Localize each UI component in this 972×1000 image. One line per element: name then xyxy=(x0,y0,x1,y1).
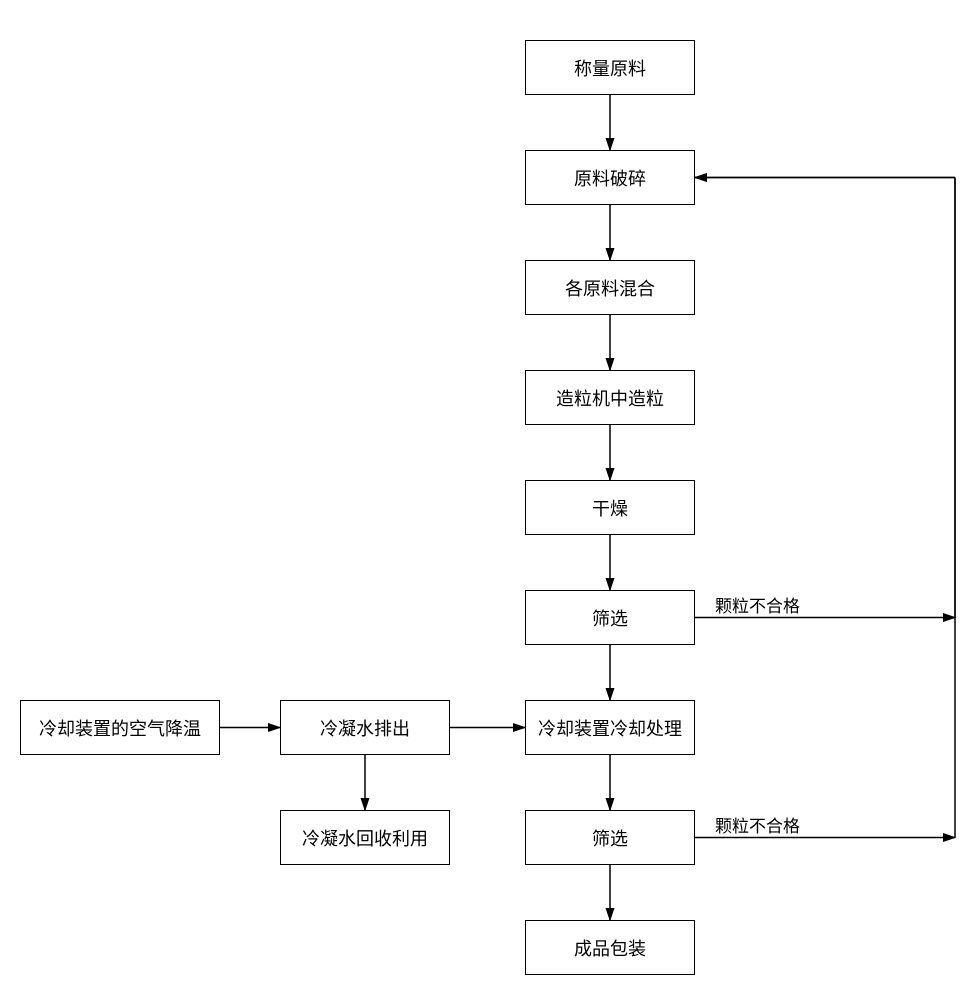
flow-node-n3: 各原料混合 xyxy=(525,260,695,315)
node-label: 称量原料 xyxy=(574,55,646,81)
flow-node-n9: 成品包装 xyxy=(525,920,695,975)
flow-node-n2: 原料破碎 xyxy=(525,150,695,205)
node-label: 冷凝水排出 xyxy=(320,715,410,741)
flow-node-n7: 冷却装置冷却处理 xyxy=(525,700,695,755)
flow-node-n4: 造粒机中造粒 xyxy=(525,370,695,425)
node-label: 干燥 xyxy=(592,495,628,521)
edge-label: 颗粒不合格 xyxy=(715,812,800,837)
node-label: 各原料混合 xyxy=(565,275,655,301)
flow-node-n10: 冷却装置的空气降温 xyxy=(20,700,220,755)
node-label: 造粒机中造粒 xyxy=(556,385,664,411)
flow-node-n5: 干燥 xyxy=(525,480,695,535)
flow-node-n8: 筛选 xyxy=(525,810,695,865)
node-label: 冷却装置冷却处理 xyxy=(538,715,682,741)
edge-label: 颗粒不合格 xyxy=(715,592,800,617)
flow-node-n11: 冷凝水排出 xyxy=(280,700,450,755)
flow-node-n1: 称量原料 xyxy=(525,40,695,95)
node-label: 原料破碎 xyxy=(574,165,646,191)
flow-node-n6: 筛选 xyxy=(525,590,695,645)
node-label: 冷凝水回收利用 xyxy=(302,825,428,851)
node-label: 冷却装置的空气降温 xyxy=(39,715,201,741)
node-label: 筛选 xyxy=(592,825,628,851)
node-label: 成品包装 xyxy=(574,935,646,961)
connectors-svg xyxy=(0,0,972,1000)
node-label: 筛选 xyxy=(592,605,628,631)
flow-node-n12: 冷凝水回收利用 xyxy=(280,810,450,865)
